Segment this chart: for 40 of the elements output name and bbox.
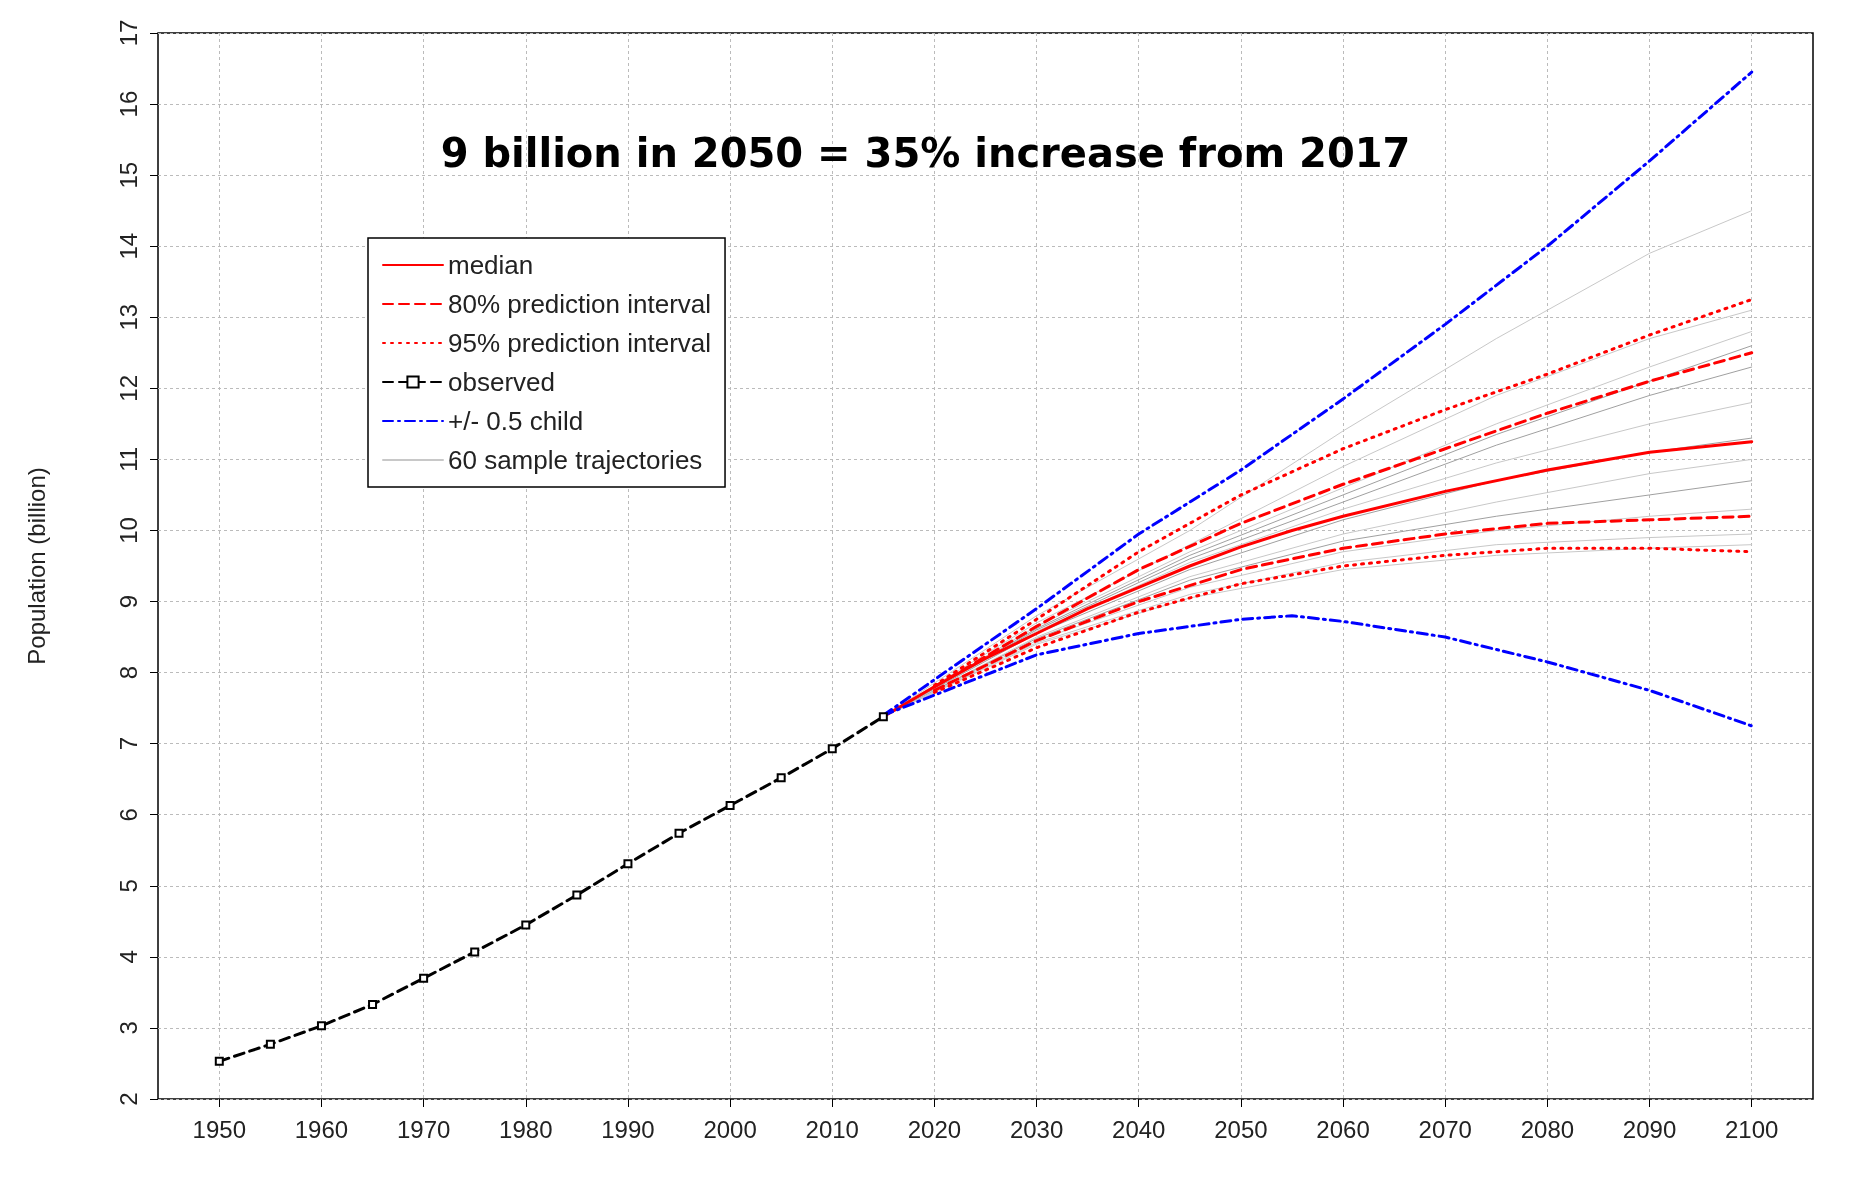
x-tick-label: 2010 — [805, 1115, 859, 1143]
x-tick-label: 2090 — [1622, 1115, 1677, 1143]
text: 9 billion in 2050 = 35% increase from 2017 — [440, 130, 1411, 176]
y-tick-label: 10 — [114, 517, 142, 544]
y-tick-label: 15 — [114, 161, 142, 189]
x-tick-label: 2100 — [1725, 1115, 1779, 1143]
x-tick-label: 2030 — [1009, 1115, 1064, 1143]
y-tick-label: 16 — [114, 90, 142, 118]
x-tick-label: 1970 — [396, 1115, 451, 1143]
y-tick-label: 17 — [114, 19, 142, 47]
y-tick-label: 12 — [114, 374, 142, 402]
legend-label: observed — [448, 367, 555, 397]
x-tick-label: 2050 — [1214, 1115, 1268, 1143]
x-tick-label: 1960 — [294, 1115, 349, 1143]
legend-label: 60 sample trajectories — [448, 445, 703, 475]
y-tick-label: 6 — [114, 808, 142, 822]
y-tick-label: 14 — [114, 232, 142, 260]
y-tick-label: 2 — [114, 1092, 142, 1106]
legend-label: median — [448, 250, 534, 280]
legend-label: +/- 0.5 child — [448, 406, 584, 436]
y-tick-label: 13 — [114, 303, 142, 331]
y-tick-label: 5 — [114, 879, 142, 893]
y-tick-label: 9 — [114, 594, 142, 609]
x-tick-label: 2060 — [1316, 1115, 1370, 1143]
y-axis-title: Population (billion) — [22, 467, 50, 665]
x-tick-label: 2080 — [1520, 1115, 1575, 1143]
y-tick-label: 11 — [114, 446, 142, 472]
legend-label: 95% prediction interval — [448, 328, 712, 358]
y-tick-label: 4 — [114, 950, 142, 964]
y-tick-label: 8 — [114, 665, 142, 680]
x-tick-label: 2020 — [907, 1115, 962, 1143]
x-tick-label: 1990 — [601, 1115, 655, 1143]
x-tick-label: 2070 — [1418, 1115, 1472, 1143]
y-tick-label: 3 — [114, 1021, 142, 1035]
legend-label: 80% prediction interval — [448, 289, 712, 319]
y-tick-label: 7 — [114, 736, 142, 751]
x-tick-label: 2040 — [1112, 1115, 1166, 1143]
x-tick-label: 1950 — [192, 1115, 246, 1143]
x-tick-label: 2000 — [703, 1115, 757, 1143]
x-tick-label: 1980 — [499, 1115, 553, 1143]
